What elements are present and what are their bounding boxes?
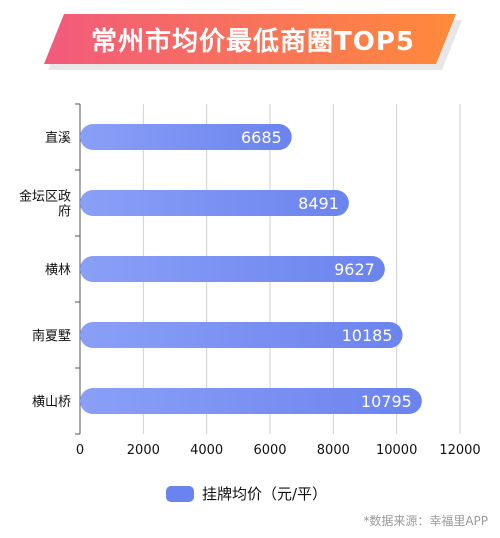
category-label: 横林: [45, 263, 71, 278]
bar: [80, 190, 349, 216]
bar: [80, 322, 403, 348]
title-banner: 常州市均价最低商圈TOP5: [44, 14, 462, 70]
x-tick-label: 10000: [376, 443, 417, 458]
x-tick-label: 2000: [127, 443, 160, 458]
axes: [75, 103, 81, 435]
bar: [80, 388, 422, 414]
bars: [80, 124, 422, 414]
x-tick-label: 12000: [439, 443, 480, 458]
bar: [80, 124, 292, 150]
category-label: 金坛区政: [19, 189, 71, 205]
bar-value-label: 8491: [298, 194, 339, 213]
bar-value-label: 10185: [342, 326, 393, 345]
x-tick-label: 6000: [253, 443, 286, 458]
x-tick-label: 0: [76, 443, 84, 458]
title-banner-background: [44, 14, 462, 70]
bar-value-label: 6685: [241, 128, 282, 147]
bar-value-label: 10795: [361, 392, 412, 411]
legend-swatch: [166, 486, 194, 502]
bar: [80, 256, 385, 282]
x-tick-label: 4000: [190, 443, 223, 458]
source-note: *数据来源：幸福里APP: [363, 514, 488, 528]
category-label: 横山桥: [32, 395, 71, 410]
category-label: 南夏墅: [32, 328, 71, 344]
labels: 0 2000 4000 6000 8000 10000 12000 6685 直溪 8491 金坛区…: [19, 128, 481, 458]
category-label: 府: [58, 205, 71, 220]
bar-value-label: 9627: [334, 260, 375, 279]
legend-label: 挂牌均价（元/平）: [202, 485, 328, 503]
chart-title: 常州市均价最低商圈TOP5: [91, 27, 415, 57]
x-tick-label: 8000: [317, 443, 350, 458]
category-label: 直溪: [45, 131, 71, 146]
